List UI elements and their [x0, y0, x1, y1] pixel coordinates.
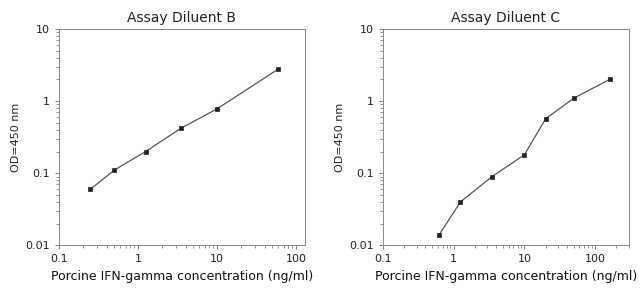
- X-axis label: Porcine IFN-gamma concentration (ng/ml): Porcine IFN-gamma concentration (ng/ml): [375, 270, 637, 283]
- X-axis label: Porcine IFN-gamma concentration (ng/ml): Porcine IFN-gamma concentration (ng/ml): [51, 270, 313, 283]
- Y-axis label: OD=450 nm: OD=450 nm: [335, 103, 345, 172]
- Title: Assay Diluent B: Assay Diluent B: [127, 11, 236, 25]
- Title: Assay Diluent C: Assay Diluent C: [451, 11, 561, 25]
- Y-axis label: OD=450 nm: OD=450 nm: [11, 103, 21, 172]
